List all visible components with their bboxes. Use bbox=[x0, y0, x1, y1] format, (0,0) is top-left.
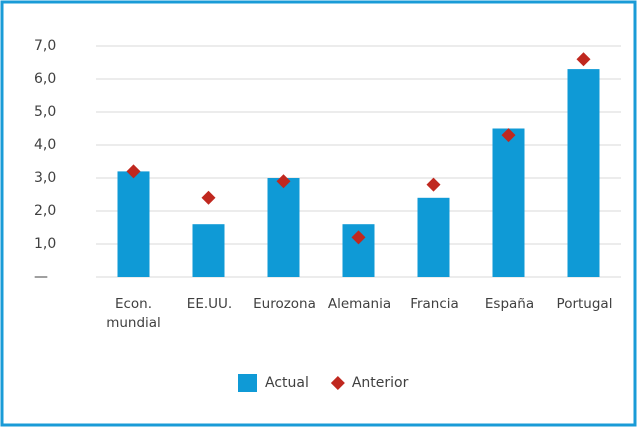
bar bbox=[267, 178, 300, 277]
diamond-marker bbox=[201, 190, 216, 205]
bar bbox=[492, 128, 525, 277]
diamond-marker bbox=[576, 52, 591, 67]
bar bbox=[117, 171, 150, 277]
x-tick-label: EE.UU. bbox=[186, 296, 233, 312]
y-tick-label: 6,0 bbox=[34, 71, 56, 87]
x-tick-label: Econ. mundial bbox=[106, 296, 161, 331]
x-tick-label: Portugal bbox=[556, 296, 613, 312]
y-tick-label: 7,0 bbox=[34, 38, 56, 54]
bar bbox=[417, 197, 450, 277]
diamond-marker bbox=[276, 174, 291, 189]
bar bbox=[192, 224, 225, 277]
y-tick-label: — bbox=[34, 269, 48, 285]
legend-label: Anterior bbox=[352, 375, 409, 391]
x-tick-label: Eurozona bbox=[253, 296, 316, 312]
x-tick-label: Alemania bbox=[327, 296, 392, 312]
legend-label: Actual bbox=[265, 375, 309, 391]
x-tick-label: España bbox=[484, 296, 535, 312]
legend-swatch bbox=[238, 374, 257, 392]
bar bbox=[567, 69, 600, 277]
y-tick-label: 3,0 bbox=[34, 170, 56, 186]
diamond-marker bbox=[126, 164, 141, 179]
diamond-marker bbox=[426, 177, 441, 192]
diamond-marker bbox=[351, 230, 366, 245]
y-tick-label: 2,0 bbox=[34, 203, 56, 219]
x-tick-label: Francia bbox=[410, 296, 459, 312]
diamond-marker bbox=[501, 128, 516, 143]
y-tick-label: 1,0 bbox=[34, 236, 56, 252]
y-tick-label: 5,0 bbox=[34, 104, 56, 120]
legend-swatch bbox=[330, 376, 345, 390]
y-tick-label: 4,0 bbox=[34, 137, 56, 153]
